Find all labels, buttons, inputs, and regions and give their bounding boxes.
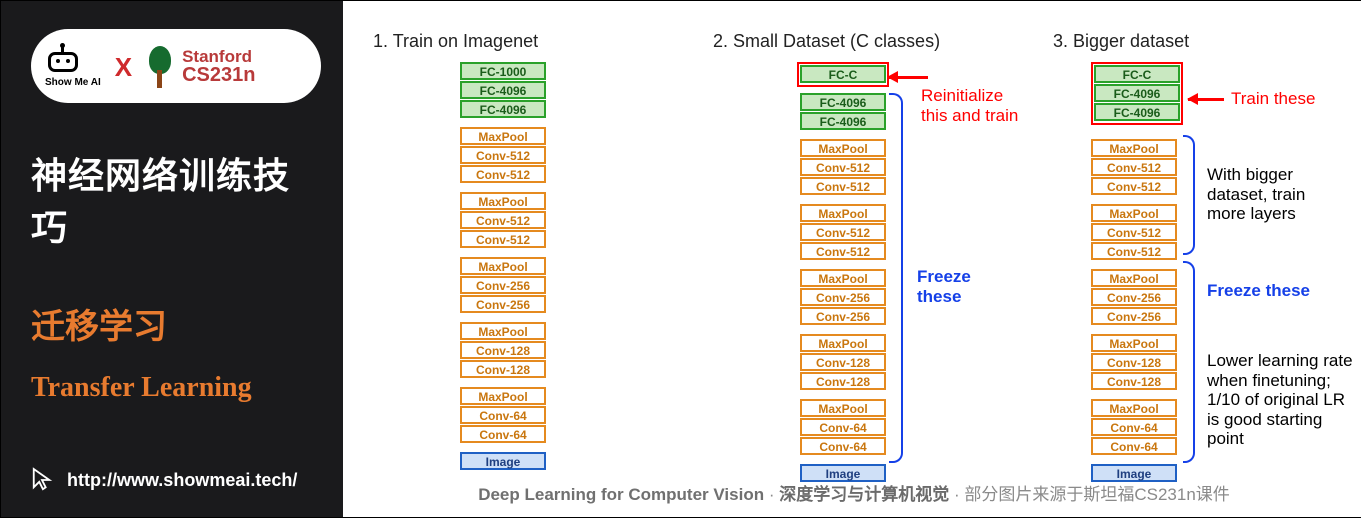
url-row: http://www.showmeai.tech/ (31, 467, 321, 499)
ann-bigger: With bigger dataset, train more layers (1207, 165, 1305, 224)
footer: Deep Learning for Computer Vision · 深度学习… (343, 480, 1361, 505)
layer-maxpool: MaxPool (460, 322, 546, 340)
layer-conv-128: Conv-128 (460, 341, 546, 359)
layer-conv-256: Conv-256 (460, 295, 546, 313)
footer-b: 深度学习与计算机视觉 (779, 485, 949, 504)
brace-freeze-3 (1183, 261, 1195, 463)
footer-c: 部分图片来源于斯坦福CS231n课件 (964, 485, 1229, 504)
arrow-train (1188, 98, 1224, 101)
layer-maxpool: MaxPool (460, 192, 546, 210)
layer-conv-128: Conv-128 (1091, 372, 1177, 390)
layer-conv-512: Conv-512 (460, 165, 546, 183)
ann-freeze-2: Freeze these (917, 267, 973, 306)
layer-conv-64: Conv-64 (800, 437, 886, 455)
layer-fc-4096: FC-4096 (460, 81, 546, 99)
layer-conv-512: Conv-512 (1091, 158, 1177, 176)
ann-train: Train these (1231, 89, 1315, 109)
layer-maxpool: MaxPool (800, 139, 886, 157)
layer-conv-512: Conv-512 (460, 211, 546, 229)
robot-icon (45, 46, 81, 76)
layer-conv-64: Conv-64 (460, 425, 546, 443)
ann-reinit: Reinitialize this and train (921, 86, 1018, 125)
layer-conv-64: Conv-64 (1091, 437, 1177, 455)
layer-fc-c: FC-C (1094, 65, 1180, 83)
layer-maxpool: MaxPool (800, 204, 886, 222)
brace-freeze-2 (889, 93, 903, 463)
cursor-icon (31, 467, 53, 493)
layer-conv-512: Conv-512 (800, 177, 886, 195)
showmeai-label: Show Me AI (45, 77, 101, 88)
arrow-reinit (888, 76, 928, 79)
layer-conv-128: Conv-128 (460, 360, 546, 378)
layer-fc-1000: FC-1000 (460, 62, 546, 80)
layer-conv-256: Conv-256 (800, 307, 886, 325)
layer-fc-4096: FC-4096 (460, 100, 546, 118)
col3-title: 3. Bigger dataset (1053, 31, 1353, 52)
layer-conv-512: Conv-512 (460, 230, 546, 248)
layer-maxpool: MaxPool (800, 269, 886, 287)
subtitle-en: Transfer Learning (31, 372, 321, 404)
layer-conv-256: Conv-256 (460, 276, 546, 294)
layer-conv-512: Conv-512 (800, 158, 886, 176)
brace-bigger (1183, 135, 1195, 255)
col1-title: 1. Train on Imagenet (373, 31, 633, 52)
column-1: 1. Train on Imagenet FC-1000FC-4096FC-40… (373, 31, 633, 483)
layer-fc-4096: FC-4096 (1094, 103, 1180, 121)
layer-fc-c: FC-C (800, 65, 886, 83)
layer-maxpool: MaxPool (460, 127, 546, 145)
columns-container: 1. Train on Imagenet FC-1000FC-4096FC-40… (373, 31, 1353, 483)
layer-image: Image (460, 452, 546, 470)
stanford-tree-icon (146, 46, 174, 88)
subtitle-cn: 迁移学习 (31, 299, 321, 348)
layer-conv-128: Conv-128 (800, 353, 886, 371)
layer-maxpool: MaxPool (1091, 204, 1177, 222)
column-3: 3. Bigger dataset FC-CFC-4096FC-4096MaxP… (1053, 31, 1353, 483)
layer-conv-512: Conv-512 (460, 146, 546, 164)
layer-conv-256: Conv-256 (1091, 307, 1177, 325)
layer-maxpool: MaxPool (1091, 139, 1177, 157)
layer-fc-4096: FC-4096 (800, 93, 886, 111)
layer-conv-512: Conv-512 (800, 223, 886, 241)
layer-maxpool: MaxPool (460, 257, 546, 275)
layer-conv-64: Conv-64 (1091, 418, 1177, 436)
layer-conv-512: Conv-512 (800, 242, 886, 260)
layer-maxpool: MaxPool (1091, 334, 1177, 352)
col2-title: 2. Small Dataset (C classes) (713, 31, 973, 52)
layer-conv-512: Conv-512 (1091, 242, 1177, 260)
ann-freeze-3: Freeze these (1207, 281, 1310, 301)
layer-conv-128: Conv-128 (1091, 353, 1177, 371)
stanford-label: Stanford (182, 48, 255, 66)
title-cn: 神经网络训练技巧 (31, 147, 321, 251)
layer-maxpool: MaxPool (800, 399, 886, 417)
right-panel: 1. Train on Imagenet FC-1000FC-4096FC-40… (343, 1, 1361, 517)
layer-conv-512: Conv-512 (1091, 177, 1177, 195)
layer-maxpool: MaxPool (1091, 399, 1177, 417)
layer-conv-128: Conv-128 (800, 372, 886, 390)
x-separator: X (115, 52, 132, 83)
stanford-block: Stanford CS231n (146, 46, 255, 88)
layer-conv-256: Conv-256 (1091, 288, 1177, 306)
layer-conv-64: Conv-64 (800, 418, 886, 436)
showmeai-logo: Show Me AI (45, 46, 101, 88)
col1-stack: FC-1000FC-4096FC-4096MaxPoolConv-512Conv… (373, 62, 633, 471)
layer-conv-256: Conv-256 (800, 288, 886, 306)
layer-maxpool: MaxPool (1091, 269, 1177, 287)
layer-conv-64: Conv-64 (460, 406, 546, 424)
ann-lr: Lower learning rate when finetuning; 1/1… (1207, 351, 1353, 449)
layer-fc-4096: FC-4096 (800, 112, 886, 130)
course-code: CS231n (182, 65, 255, 86)
url-text: http://www.showmeai.tech/ (67, 470, 297, 491)
footer-a: Deep Learning for Computer Vision (478, 485, 764, 504)
left-panel: Show Me AI X Stanford CS231n 神经网络训练技巧 迁移… (1, 1, 343, 517)
layer-conv-512: Conv-512 (1091, 223, 1177, 241)
layer-fc-4096: FC-4096 (1094, 84, 1180, 102)
brand-badge: Show Me AI X Stanford CS231n (31, 29, 321, 103)
column-2: 2. Small Dataset (C classes) FC-C FC-4096… (713, 31, 973, 483)
layer-maxpool: MaxPool (460, 387, 546, 405)
layer-maxpool: MaxPool (800, 334, 886, 352)
